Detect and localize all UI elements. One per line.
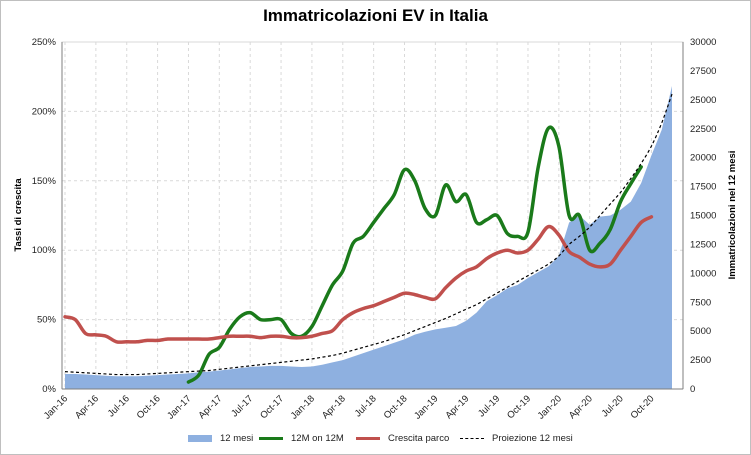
legend-item-proiezione: Proiezione 12 mesi: [460, 430, 573, 446]
y-right-tick-label: 2500: [690, 355, 711, 366]
x-tick-label: Jul-18: [353, 393, 379, 419]
x-tick-label: Apr-19: [443, 393, 471, 421]
x-tick-label: Jul-16: [106, 393, 132, 419]
x-tick-label: Jan-19: [412, 393, 440, 421]
series-line-proiezione: [64, 93, 673, 376]
legend-label: Crescita parco: [388, 432, 450, 444]
y-left-tick-label: 50%: [37, 315, 57, 326]
legend-item-12-mesi: 12 mesi: [188, 430, 253, 446]
y-right-tick-label: 0: [690, 384, 695, 395]
legend-item-crescita-parco: Crescita parco: [356, 430, 449, 446]
x-tick-label: Jan-20: [536, 393, 564, 421]
x-tick-label: Jan-16: [42, 393, 70, 421]
y-left-tick-label: 150%: [32, 176, 57, 187]
y-right-tick-label: 25000: [690, 95, 716, 106]
legend-item-12m-on-12m: 12M on 12M: [259, 430, 344, 446]
series-area-12-mesi: [65, 85, 672, 389]
y-left-tick-label: 200%: [32, 106, 57, 117]
area-layer: [65, 85, 672, 389]
legend-swatch-red: [356, 436, 380, 440]
legend-swatch-dashed: [460, 437, 484, 439]
legend: 12 mesi 12M on 12M Crescita parco Proiez…: [0, 430, 751, 446]
x-tick-label: Apr-17: [197, 393, 225, 421]
x-tick-label: Apr-20: [567, 393, 595, 421]
y-axis-right-label: Immatricolazioni nel 12 mesi: [727, 151, 738, 280]
x-tick-label: Jul-17: [229, 393, 255, 419]
x-tick-label: Jan-17: [165, 393, 193, 421]
x-tick-label: Jul-20: [600, 393, 626, 419]
x-tick-label: Jul-19: [476, 393, 502, 419]
y-right-tick-label: 12500: [690, 239, 716, 250]
x-tick-label: Oct-19: [505, 393, 533, 421]
series-line-crescita-parco: [63, 215, 654, 344]
y-axis-left-label: Tassi di crescita: [13, 178, 24, 252]
y-right-tick-label: 5000: [690, 326, 711, 337]
legend-swatch-green: [259, 436, 283, 440]
y-right-tick-label: 17500: [690, 182, 716, 193]
y-right-tick-label: 22500: [690, 124, 716, 135]
y-right-tick-label: 27500: [690, 66, 716, 77]
y-right-tick-label: 30000: [690, 37, 716, 48]
x-tick-label: Oct-17: [258, 393, 286, 421]
y-right-tick-label: 7500: [690, 297, 711, 308]
y-left-tick-label: 0%: [42, 384, 56, 395]
x-tick-label: Oct-20: [629, 393, 657, 421]
y-left-tick-label: 250%: [32, 37, 57, 48]
legend-label: 12 mesi: [220, 432, 254, 444]
y-right-tick-label: 10000: [690, 268, 716, 279]
chart-title: Immatricolazioni EV in Italia: [263, 6, 488, 25]
x-tick-label: Jan-18: [289, 393, 317, 421]
y-left-tick-label: 100%: [32, 245, 57, 256]
legend-label: Proiezione 12 mesi: [492, 432, 573, 444]
y-right-tick-label: 20000: [690, 153, 716, 164]
legend-label: 12M on 12M: [291, 432, 344, 444]
legend-swatch-area: [188, 434, 212, 442]
x-tick-label: Oct-16: [135, 393, 163, 421]
x-tick-label: Apr-18: [320, 393, 348, 421]
y-right-tick-label: 15000: [690, 211, 716, 222]
line-layer: [63, 93, 673, 384]
series-line-12m-on-12m: [186, 125, 643, 384]
x-tick-label: Apr-16: [73, 393, 101, 421]
x-tick-label: Oct-18: [382, 393, 410, 421]
